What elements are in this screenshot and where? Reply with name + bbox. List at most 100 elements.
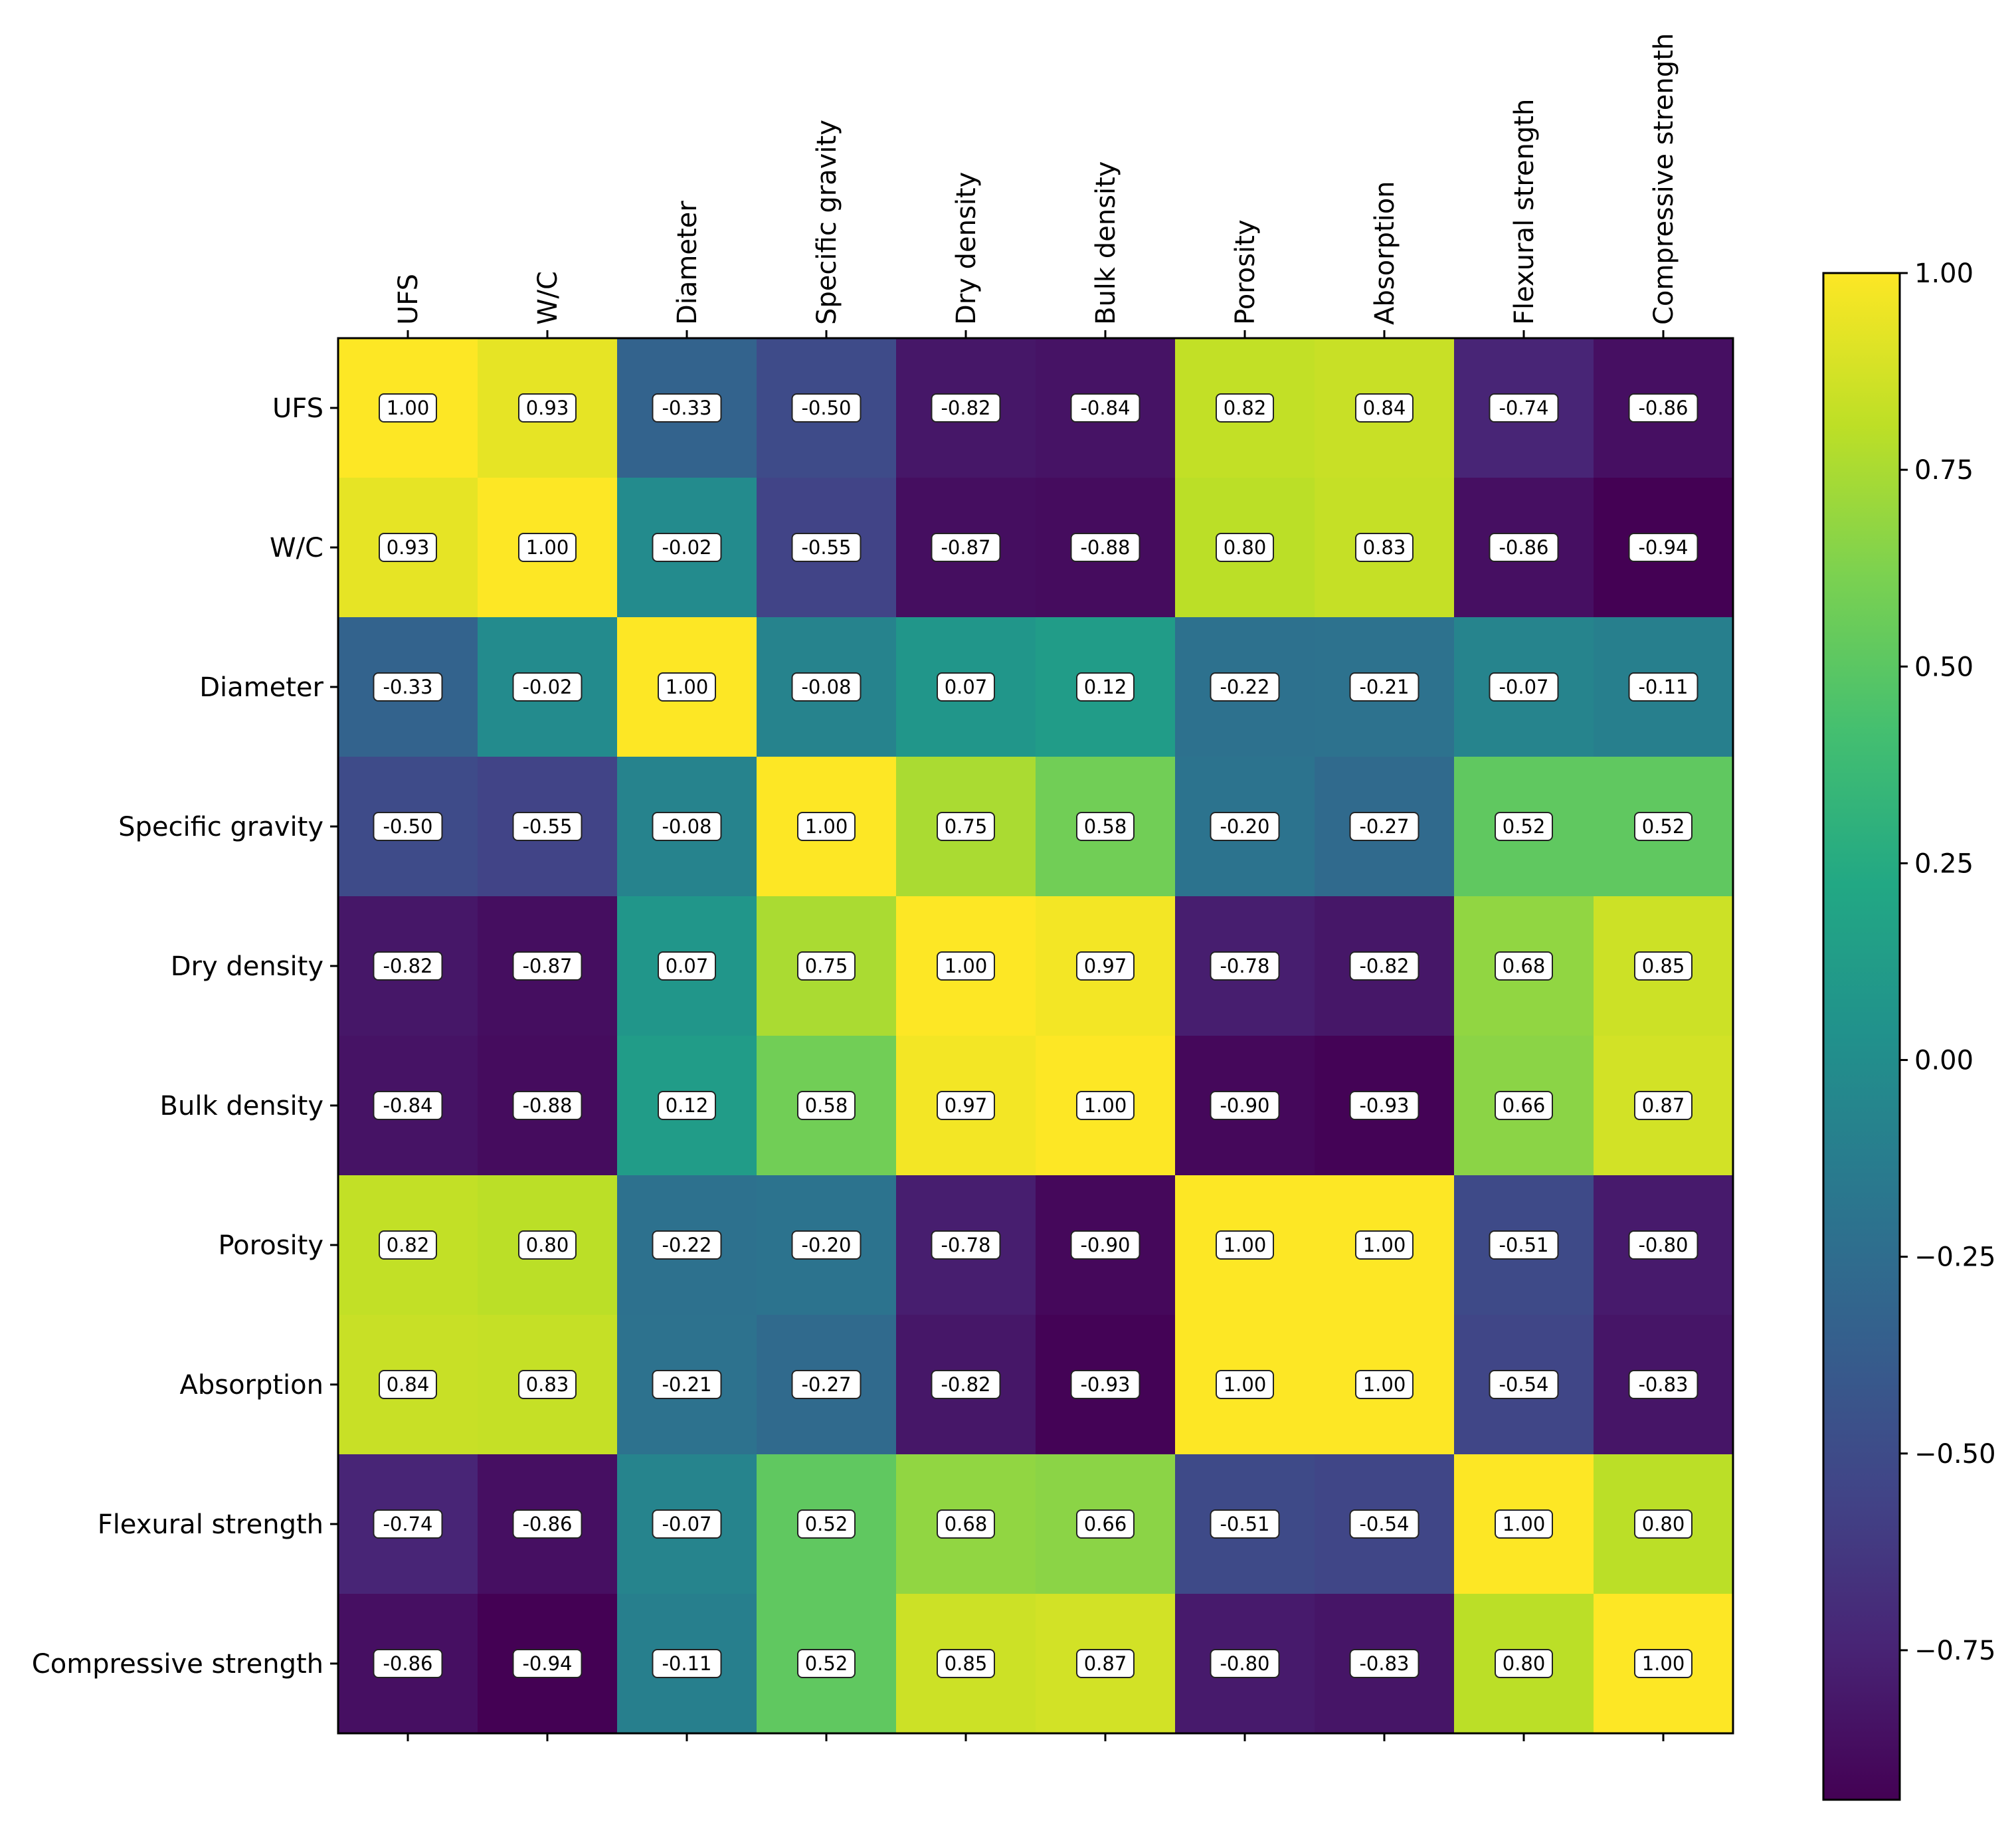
colorbar-tick-label: −0.75 bbox=[1914, 1636, 1996, 1666]
data-label: 0.68 bbox=[1503, 955, 1546, 977]
data-label-box bbox=[1355, 1370, 1414, 1399]
data-label: -0.51 bbox=[1220, 1513, 1269, 1535]
data-label-box bbox=[658, 1091, 716, 1120]
data-label-box bbox=[791, 533, 862, 562]
data-label-box bbox=[652, 1230, 722, 1260]
data-label-box bbox=[791, 1370, 862, 1399]
colorbar-tick-label: −0.25 bbox=[1914, 1242, 1996, 1273]
y-tick-label: W/C bbox=[270, 533, 323, 563]
y-tick-label: Dry density bbox=[171, 951, 323, 982]
data-label: 1.00 bbox=[1224, 1234, 1267, 1256]
data-label-box bbox=[1495, 951, 1553, 981]
data-label: 0.75 bbox=[945, 815, 988, 838]
data-label-box bbox=[518, 533, 577, 562]
data-label: 0.66 bbox=[1084, 1513, 1127, 1535]
data-label: -0.02 bbox=[662, 536, 711, 559]
data-label: 1.00 bbox=[945, 955, 988, 977]
data-label: -0.27 bbox=[1359, 815, 1409, 838]
data-label-box bbox=[931, 1370, 1001, 1399]
data-label: -0.87 bbox=[941, 536, 990, 559]
data-label-box bbox=[379, 1230, 437, 1260]
data-label: 1.00 bbox=[1363, 1373, 1406, 1396]
data-label: 0.93 bbox=[526, 397, 569, 419]
data-label-box bbox=[1634, 1091, 1693, 1120]
data-label: -0.50 bbox=[383, 815, 432, 838]
data-label-box bbox=[1489, 533, 1559, 562]
data-label: 0.82 bbox=[1224, 397, 1267, 419]
data-label: -0.22 bbox=[662, 1234, 711, 1256]
data-label-box bbox=[1634, 951, 1693, 981]
data-label: 0.93 bbox=[387, 536, 430, 559]
data-label-box bbox=[937, 1649, 995, 1678]
data-label-box bbox=[652, 812, 722, 841]
data-label-box bbox=[931, 393, 1001, 423]
data-label-box bbox=[1070, 1370, 1141, 1399]
data-label: 0.97 bbox=[1084, 955, 1127, 977]
data-label: -0.54 bbox=[1359, 1513, 1409, 1535]
data-label: -0.74 bbox=[383, 1513, 432, 1535]
data-label-box bbox=[1210, 1649, 1280, 1678]
data-label-box bbox=[379, 1370, 437, 1399]
data-label: -0.78 bbox=[941, 1234, 990, 1256]
y-tick-label: UFS bbox=[272, 393, 323, 424]
data-label-box bbox=[1628, 393, 1698, 423]
data-label-box bbox=[931, 1230, 1001, 1260]
data-label-box bbox=[1216, 1230, 1274, 1260]
data-label: -0.90 bbox=[1080, 1234, 1130, 1256]
data-label-box bbox=[1076, 812, 1135, 841]
data-label-box bbox=[1216, 1370, 1274, 1399]
data-label: -0.02 bbox=[522, 676, 572, 698]
data-label-box bbox=[937, 1091, 995, 1120]
data-label: -0.83 bbox=[1359, 1652, 1409, 1675]
data-label: -0.08 bbox=[662, 815, 711, 838]
data-label-box bbox=[1495, 1649, 1553, 1678]
data-label: -0.82 bbox=[941, 397, 990, 419]
x-tick-label: Porosity bbox=[1230, 219, 1261, 325]
data-label: 0.12 bbox=[666, 1094, 709, 1117]
data-label: 0.83 bbox=[1363, 536, 1406, 559]
data-label: -0.86 bbox=[522, 1513, 572, 1535]
data-label-box bbox=[1634, 1649, 1693, 1678]
data-label: 1.00 bbox=[1363, 1234, 1406, 1256]
colorbar-tick-label: 0.75 bbox=[1914, 455, 1973, 486]
data-label-box bbox=[1076, 1091, 1135, 1120]
data-label: -0.11 bbox=[662, 1652, 711, 1675]
x-tick-label: Dry density bbox=[951, 172, 982, 325]
data-label: 0.80 bbox=[1503, 1652, 1546, 1675]
data-label: 0.07 bbox=[666, 955, 709, 977]
data-label: 1.00 bbox=[1084, 1094, 1127, 1117]
data-label-box bbox=[518, 393, 577, 423]
data-label-box bbox=[1349, 1649, 1420, 1678]
data-label: 1.00 bbox=[1503, 1513, 1546, 1535]
data-label-box bbox=[373, 1509, 443, 1539]
data-label: 0.80 bbox=[1224, 536, 1267, 559]
data-label: -0.27 bbox=[801, 1373, 851, 1396]
x-tick-label: Diameter bbox=[672, 201, 703, 325]
data-label: -0.86 bbox=[1638, 397, 1688, 419]
data-label: -0.83 bbox=[1638, 1373, 1688, 1396]
data-label: 0.66 bbox=[1503, 1094, 1546, 1117]
data-label-box bbox=[512, 812, 583, 841]
data-label: -0.84 bbox=[1080, 397, 1130, 419]
data-label-box bbox=[1076, 1649, 1135, 1678]
data-label: 1.00 bbox=[1642, 1652, 1685, 1675]
data-label: 0.84 bbox=[1363, 397, 1406, 419]
data-label: -0.74 bbox=[1499, 397, 1548, 419]
colorbar: 1.00 0.75 0.50 0.25 0.00 −0.25 −0.50 −0.75 bbox=[1822, 258, 1996, 1801]
data-label-box bbox=[1489, 1370, 1559, 1399]
data-label-box bbox=[937, 951, 995, 981]
data-label: -0.88 bbox=[522, 1094, 572, 1117]
data-label: -0.80 bbox=[1220, 1652, 1269, 1675]
colorbar-tick-label: 0.00 bbox=[1914, 1046, 1973, 1076]
data-label: -0.22 bbox=[1220, 676, 1269, 698]
data-label: -0.80 bbox=[1638, 1234, 1688, 1256]
data-label: 0.97 bbox=[945, 1094, 988, 1117]
colorbar-tick-label: 0.50 bbox=[1914, 652, 1973, 682]
data-label: 0.68 bbox=[945, 1513, 988, 1535]
data-label-box bbox=[937, 672, 995, 702]
data-label-box bbox=[1216, 393, 1274, 423]
data-label: 0.52 bbox=[1642, 815, 1685, 838]
data-label: 0.52 bbox=[805, 1652, 848, 1675]
data-label-box bbox=[652, 1509, 722, 1539]
data-label-box bbox=[1628, 1370, 1698, 1399]
